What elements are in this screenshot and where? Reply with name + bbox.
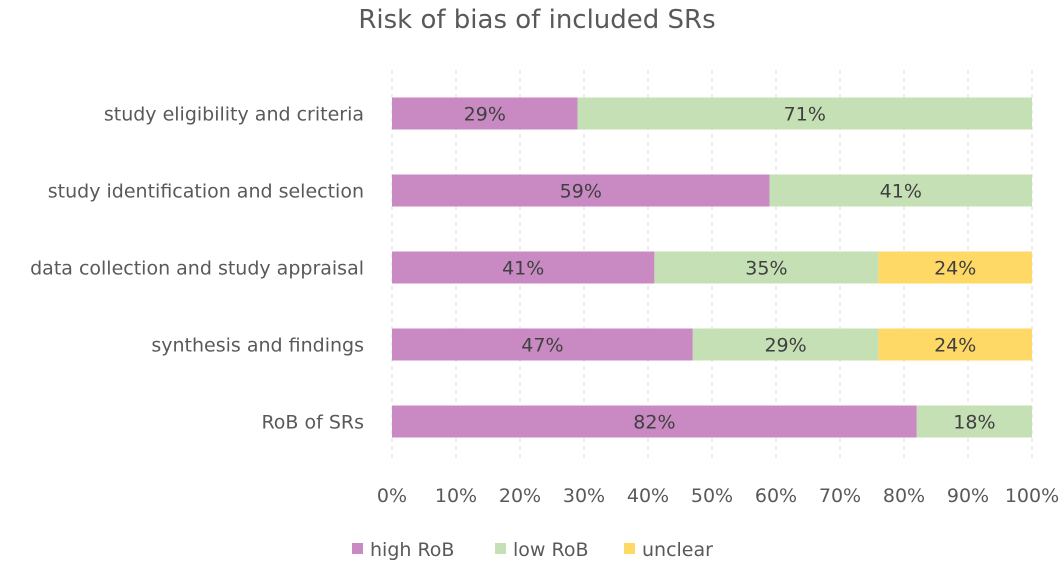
x-tick-label: 40% bbox=[627, 485, 669, 507]
data-label: 18% bbox=[953, 412, 995, 434]
x-tick-label: 10% bbox=[435, 485, 477, 507]
legend: high RoB low RoB unclear bbox=[352, 539, 713, 561]
data-label: 82% bbox=[633, 412, 675, 434]
x-tick-label: 50% bbox=[691, 485, 733, 507]
chart-title: Risk of bias of included SRs bbox=[358, 5, 715, 35]
legend-label: unclear bbox=[642, 539, 713, 561]
bar-segment bbox=[769, 174, 1032, 207]
bars bbox=[392, 97, 1032, 438]
category-label: RoB of SRs bbox=[261, 412, 364, 434]
x-tick-label: 70% bbox=[819, 485, 861, 507]
bar-segment bbox=[692, 328, 879, 361]
data-label: 35% bbox=[745, 258, 787, 280]
x-axis-ticks: 0% 10% 20% 30% 40% 50% 60% 70% 80% 90% 100% bbox=[377, 485, 1059, 507]
legend-swatch bbox=[352, 543, 363, 554]
x-tick-label: 30% bbox=[563, 485, 605, 507]
category-label: study identification and selection bbox=[48, 181, 364, 203]
data-label: 47% bbox=[521, 335, 563, 357]
data-label: 24% bbox=[934, 335, 976, 357]
data-label: 29% bbox=[464, 104, 506, 126]
data-labels: 29% 71% 59% 41% 41% 35% 24% 47% 29% 24% 82% 18% bbox=[464, 104, 996, 434]
category-label: synthesis and findings bbox=[151, 335, 364, 357]
legend-label: low RoB bbox=[513, 539, 589, 561]
x-tick-label: 80% bbox=[883, 485, 925, 507]
legend-swatch bbox=[624, 543, 635, 554]
x-tick-label: 90% bbox=[947, 485, 989, 507]
data-label: 41% bbox=[502, 258, 544, 280]
x-tick-label: 20% bbox=[499, 485, 541, 507]
category-label: study eligibility and criteria bbox=[104, 104, 364, 126]
bar-segment bbox=[392, 174, 770, 207]
bar-segment bbox=[392, 251, 655, 284]
x-tick-label: 0% bbox=[377, 485, 407, 507]
bar-segment bbox=[654, 251, 879, 284]
x-tick-label: 100% bbox=[1005, 485, 1059, 507]
bar-segment bbox=[577, 97, 1032, 130]
bar-segment bbox=[392, 405, 917, 438]
legend-swatch bbox=[495, 543, 506, 554]
data-label: 71% bbox=[784, 104, 826, 126]
bar-segment bbox=[878, 251, 1032, 284]
data-label: 24% bbox=[934, 258, 976, 280]
legend-label: high RoB bbox=[370, 539, 454, 561]
data-label: 29% bbox=[764, 335, 806, 357]
category-labels: study eligibility and criteria study iden… bbox=[30, 104, 364, 434]
category-label: data collection and study appraisal bbox=[30, 258, 364, 280]
data-label: 41% bbox=[880, 181, 922, 203]
bar-segment bbox=[392, 97, 578, 130]
data-label: 59% bbox=[560, 181, 602, 203]
x-tick-label: 60% bbox=[755, 485, 797, 507]
bar-segment bbox=[392, 328, 693, 361]
bar-segment bbox=[878, 328, 1032, 361]
bar-segment bbox=[916, 405, 1032, 438]
